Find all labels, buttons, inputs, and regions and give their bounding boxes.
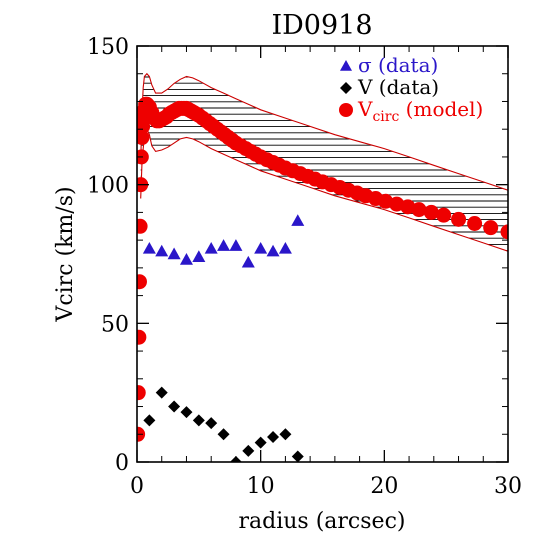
series-sigma (142, 214, 305, 268)
x-tick-label: 10 (247, 474, 275, 499)
sigma-point (167, 247, 181, 260)
velocity-point (279, 428, 292, 441)
vcirc_model-point (137, 329, 147, 345)
x-axis-label: radius (arcsec) (239, 509, 406, 534)
vcirc_model-point (137, 130, 150, 146)
data-markers (137, 96, 508, 462)
sigma-point (217, 239, 231, 251)
velocity-point (180, 406, 193, 419)
velocity-point (205, 417, 218, 430)
velocity-point (168, 400, 181, 413)
legend-diamond-marker (340, 82, 352, 94)
legend: σ (data)V (data)Vcirc (model) (339, 53, 483, 125)
y-tick-label: 0 (115, 451, 129, 476)
velocity-point (143, 414, 156, 427)
velocity-point (242, 444, 255, 457)
vcirc_model-point (483, 220, 499, 236)
x-tick-label: 0 (130, 474, 144, 499)
axes: 0 10 20 30 0 50 100 150 (87, 35, 522, 499)
vcirc_model-point (500, 224, 508, 240)
legend-label-main: σ (data) (358, 53, 438, 77)
vcirc_model-point (137, 218, 148, 234)
vcirc_model-point (451, 211, 467, 227)
velocity-point (267, 431, 280, 444)
chart-title: ID0918 (271, 10, 372, 41)
velocity-point (155, 386, 168, 399)
legend-circle-marker (339, 103, 353, 117)
x-tick-label: 20 (370, 474, 398, 499)
vcirc_model-point (423, 204, 439, 220)
legend-label: V (data) (357, 75, 439, 99)
band-upper-edge (140, 72, 508, 191)
sigma-point (291, 214, 305, 226)
legend-label-main: V (data) (357, 75, 439, 99)
velocity-point (192, 414, 205, 427)
vcirc_model-point (411, 202, 427, 218)
velocity-point (254, 436, 267, 449)
y-axis-label: Vcirc (km/s) (53, 186, 78, 322)
band-lower-edge (140, 127, 508, 252)
velocity-point (217, 428, 230, 441)
legend-entry: V (data) (340, 75, 439, 99)
y-tick-label: 150 (87, 35, 129, 60)
legend-label-main: V (357, 97, 373, 121)
sigma-point (155, 244, 169, 257)
legend-entry: Vcirc (model) (339, 97, 483, 125)
legend-label-subscript: circ (372, 109, 399, 125)
series-velocity (143, 386, 304, 462)
series-vcirc_model (137, 96, 508, 442)
velocity-point (291, 450, 304, 462)
sigma-point (204, 241, 218, 254)
legend-label-suffix: (model) (399, 97, 483, 121)
legend-entry: σ (data) (340, 53, 438, 77)
sigma-point (254, 241, 268, 254)
sigma-point (142, 241, 156, 254)
y-tick-label: 50 (101, 312, 129, 337)
vcirc_model-point (467, 215, 483, 231)
sigma-point (266, 244, 280, 257)
sigma-point (192, 250, 206, 262)
x-tick-label: 30 (494, 474, 522, 499)
vcirc_model-point (137, 385, 146, 401)
sigma-point (241, 255, 255, 268)
y-tick-label: 100 (87, 174, 129, 199)
sigma-point (179, 253, 193, 265)
legend-triangle-marker (340, 60, 352, 71)
legend-label: σ (data) (358, 53, 438, 77)
plot-frame (136, 45, 509, 463)
vcirc_model-point (436, 207, 452, 223)
legend-label: Vcirc (model) (357, 97, 483, 125)
sigma-point (229, 239, 243, 251)
sigma-point (278, 241, 292, 254)
vcirc_model-point (137, 274, 147, 290)
